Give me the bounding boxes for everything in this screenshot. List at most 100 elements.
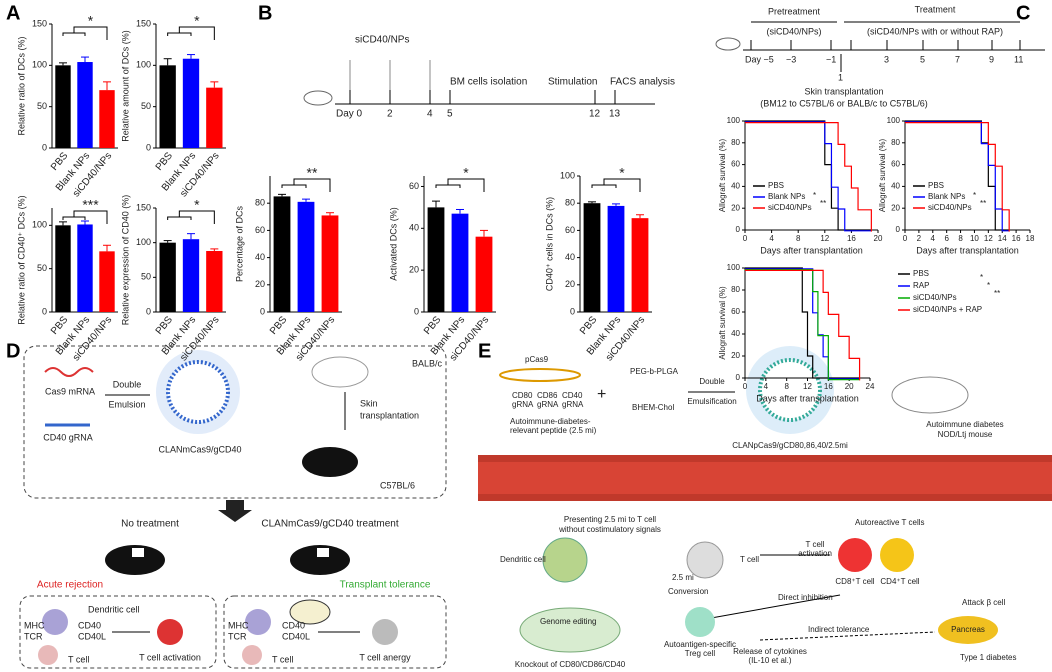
significance: *	[194, 13, 200, 29]
survival-line	[745, 120, 872, 231]
y-tick-label: 50	[37, 101, 47, 111]
y-axis-label: Relative ratio of DCs (%)	[16, 36, 26, 135]
bar	[451, 213, 469, 312]
timeline-event: (BM12 to C57BL/6 or BALB/c to C57BL/6)	[760, 98, 928, 108]
timeline-day: −3	[786, 54, 796, 64]
timeline-day: 7	[955, 54, 960, 64]
label: C57BL/6	[380, 480, 415, 490]
label: Knockout of CD80/CD86/CD40	[515, 660, 626, 669]
label: Attack β cell	[962, 598, 1006, 607]
y-tick-label: 80	[891, 138, 900, 147]
x-axis-label: Days after transplantation	[760, 245, 863, 255]
label: Treg cell	[685, 649, 716, 658]
y-tick-label: 20	[891, 203, 900, 212]
label: Type 1 diabetes	[960, 653, 1016, 662]
y-tick-label: 20	[565, 279, 575, 289]
label: pCas9	[525, 355, 549, 364]
label: Acute rejection	[37, 580, 103, 591]
label: T cell	[272, 654, 293, 664]
label: CLANmCas9/gCD40	[158, 444, 241, 454]
y-tick-label: 0	[146, 306, 151, 316]
timeline-text: siCD40/NPs	[355, 35, 409, 46]
legend-label: Blank NPs	[928, 192, 965, 201]
timeline-day: Day 0	[336, 109, 363, 120]
timeline-day: Day −5	[745, 54, 774, 64]
bar	[182, 58, 200, 148]
significance: **	[820, 199, 826, 208]
timeline-day: −1	[826, 54, 836, 64]
panel-label: D	[6, 340, 20, 362]
label: gRNA	[512, 400, 534, 409]
x-tick-label: 12	[984, 234, 993, 243]
label: Release of cytokines	[733, 647, 807, 656]
survival-line	[745, 268, 860, 380]
timeline-b: siCD40/NPs Day 0 2 4 5 12 13 BM cells is…	[303, 35, 675, 120]
label: 2.5 mi	[672, 573, 694, 582]
label: gRNA	[562, 400, 584, 409]
label: Autoimmune-diabetes-	[510, 417, 591, 426]
y-axis-label: Relative expression of CD40 (%)	[120, 195, 130, 326]
bar	[99, 90, 115, 148]
survival-line	[905, 120, 1010, 231]
y-tick-label: 0	[896, 225, 901, 234]
survival-line	[905, 122, 1010, 232]
significance-bracket	[62, 26, 108, 40]
label: T cell	[740, 555, 759, 564]
y-tick-label: 60	[731, 160, 740, 169]
y-tick-label: 20	[255, 279, 265, 289]
significance: **	[994, 289, 1000, 298]
y-tick-label: 100	[560, 170, 575, 180]
y-tick-label: 20	[409, 265, 419, 275]
bar	[631, 218, 649, 312]
y-tick-label: 40	[891, 182, 900, 191]
y-tick-label: 80	[565, 198, 575, 208]
x-tick-label: 4	[769, 234, 774, 243]
label: NOD/Ltj mouse	[938, 430, 993, 439]
timeline-day: 11	[1014, 54, 1023, 64]
bar	[206, 250, 223, 312]
label: Emulsion	[108, 399, 145, 409]
legend-label: RAP	[913, 281, 929, 290]
y-axis-label: CD40⁺ cells in DCs (%)	[544, 197, 554, 291]
y-tick-label: 100	[32, 220, 47, 230]
x-tick-label: 10	[970, 234, 979, 243]
label: Pancreas	[951, 625, 985, 634]
label: gRNA	[537, 400, 559, 409]
bar	[475, 236, 493, 312]
x-axis-label: Days after transplantation	[756, 393, 859, 403]
timeline-text: (siCD40/NPs)	[766, 26, 821, 36]
label: (IL-10 et al.)	[748, 656, 791, 665]
y-tick-label: 100	[32, 60, 47, 70]
legend-label: siCD40/NPs	[768, 203, 812, 212]
x-tick-label: 2	[917, 234, 922, 243]
timeline-day: 4	[427, 109, 433, 120]
y-tick-label: 80	[731, 285, 740, 294]
label: CLANpCas9/gCD80,86,40/2.5mi	[732, 441, 848, 450]
significance-bracket	[167, 210, 215, 224]
x-tick-label: 14	[998, 234, 1007, 243]
bar	[427, 207, 445, 312]
y-tick-label: 0	[570, 306, 575, 316]
significance-bracket	[435, 178, 485, 192]
panel-label: E	[478, 340, 491, 362]
y-tick-label: 20	[731, 203, 740, 212]
x-tick-label: PBS	[268, 314, 290, 337]
x-tick-label: PBS	[154, 314, 176, 337]
significance-bracket	[167, 26, 215, 40]
label: without costimulatory signals	[558, 525, 661, 534]
y-tick-label: 80	[731, 138, 740, 147]
y-tick-label: 100	[887, 116, 901, 125]
y-tick-label: 0	[146, 142, 151, 152]
x-tick-label: 8	[958, 234, 963, 243]
label: Skin	[360, 398, 378, 408]
x-axis-label: Days after transplantation	[916, 245, 1019, 255]
x-tick-label: 20	[845, 382, 854, 391]
y-tick-label: 40	[731, 329, 740, 338]
bar	[583, 203, 601, 312]
legend-label: siCD40/NPs	[913, 293, 957, 302]
significance: *	[619, 165, 625, 181]
y-tick-label: 40	[409, 223, 419, 233]
significance-bracket	[591, 178, 641, 192]
diagram-e: pCas9 CD80 gRNA CD86 gRNA CD40 gRNA Auto…	[478, 346, 1052, 669]
